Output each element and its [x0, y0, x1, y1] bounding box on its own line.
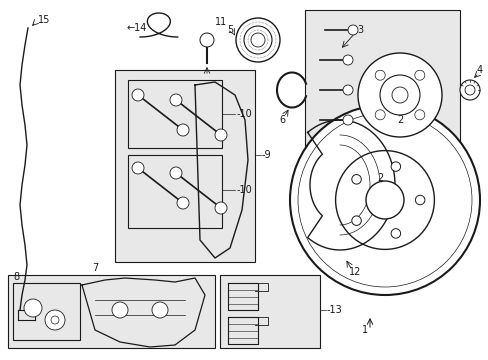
Circle shape: [215, 202, 226, 214]
Circle shape: [347, 25, 357, 35]
Text: 7: 7: [92, 263, 98, 273]
Bar: [8, 275, 215, 348]
Text: -13: -13: [326, 305, 342, 315]
Circle shape: [342, 55, 352, 65]
Text: 2: 2: [396, 115, 402, 125]
Circle shape: [289, 105, 479, 295]
Circle shape: [414, 70, 424, 80]
Text: 1: 1: [361, 325, 367, 335]
Circle shape: [24, 299, 42, 317]
Text: 11: 11: [215, 17, 227, 27]
Circle shape: [390, 162, 400, 171]
Circle shape: [335, 150, 433, 249]
Circle shape: [357, 53, 441, 137]
Circle shape: [170, 94, 182, 106]
Circle shape: [459, 80, 479, 100]
Circle shape: [170, 167, 182, 179]
Text: -10: -10: [237, 185, 252, 195]
Circle shape: [152, 302, 168, 318]
Circle shape: [365, 181, 403, 219]
Circle shape: [374, 110, 385, 120]
Text: 8: 8: [13, 272, 19, 282]
Text: 12: 12: [348, 267, 361, 277]
Circle shape: [351, 216, 361, 225]
Circle shape: [391, 87, 407, 103]
Circle shape: [177, 124, 189, 136]
Circle shape: [215, 129, 226, 141]
Bar: [128, 80, 222, 148]
Circle shape: [45, 310, 65, 330]
Text: 2: 2: [376, 173, 382, 183]
Bar: [13, 283, 80, 340]
Bar: [115, 70, 254, 262]
Circle shape: [132, 89, 143, 101]
Circle shape: [200, 33, 214, 47]
Circle shape: [390, 229, 400, 238]
Circle shape: [414, 110, 424, 120]
Text: ←14: ←14: [127, 23, 147, 33]
Circle shape: [374, 70, 385, 80]
Text: -9: -9: [262, 150, 271, 160]
Text: 5: 5: [226, 25, 233, 35]
Bar: [305, 10, 459, 170]
Circle shape: [250, 33, 264, 47]
Text: -10: -10: [237, 109, 252, 119]
Bar: [220, 275, 319, 348]
Circle shape: [177, 197, 189, 209]
Circle shape: [342, 115, 352, 125]
Text: 4: 4: [476, 65, 482, 75]
Circle shape: [379, 75, 419, 115]
Circle shape: [112, 302, 128, 318]
Circle shape: [414, 195, 424, 205]
Text: 6: 6: [278, 115, 285, 125]
Text: 15: 15: [38, 15, 50, 25]
Circle shape: [342, 85, 352, 95]
Circle shape: [464, 85, 474, 95]
Circle shape: [236, 18, 280, 62]
Bar: [128, 155, 222, 228]
Circle shape: [297, 113, 471, 287]
Text: 3: 3: [356, 25, 362, 35]
Circle shape: [351, 175, 361, 184]
Circle shape: [51, 316, 59, 324]
Circle shape: [132, 162, 143, 174]
Circle shape: [244, 26, 271, 54]
